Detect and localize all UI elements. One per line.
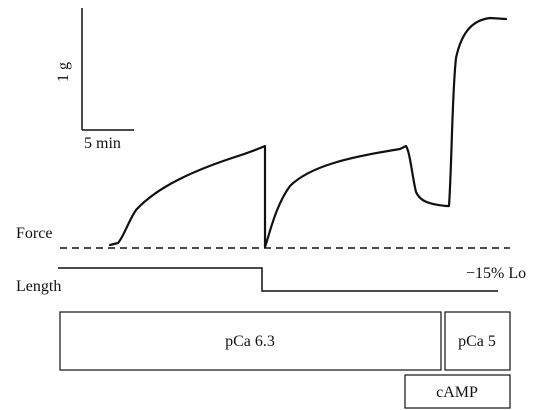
pca-6-3-box [59, 311, 442, 371]
force-scale-label: 1 g [55, 62, 72, 82]
force-trace [108, 16, 508, 249]
scale-bar: 1 g 5 min [55, 8, 134, 152]
condition-boxes: pCa 6.3 pCa 5 cAMP [59, 311, 511, 409]
length-trace [58, 267, 498, 292]
camp-label: cAMP [436, 384, 478, 401]
pca-6-3-label: pCa 6.3 [225, 333, 275, 350]
pca-5-label: pCa 5 [458, 333, 496, 350]
length-step-label: −15% Lo [466, 265, 526, 282]
length-label: Length [16, 278, 61, 295]
pca-5-box [444, 311, 511, 371]
time-scale-label: 5 min [84, 135, 121, 152]
camp-box [404, 374, 511, 409]
force-label: Force [16, 225, 52, 242]
